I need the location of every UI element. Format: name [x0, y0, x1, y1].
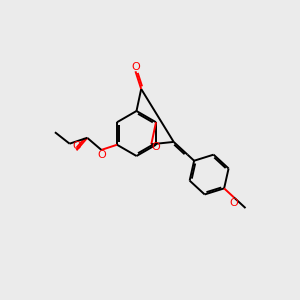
Text: O: O [131, 62, 140, 72]
Text: O: O [97, 150, 106, 160]
Text: O: O [72, 141, 81, 151]
Text: O: O [230, 198, 239, 208]
Text: O: O [152, 142, 161, 152]
